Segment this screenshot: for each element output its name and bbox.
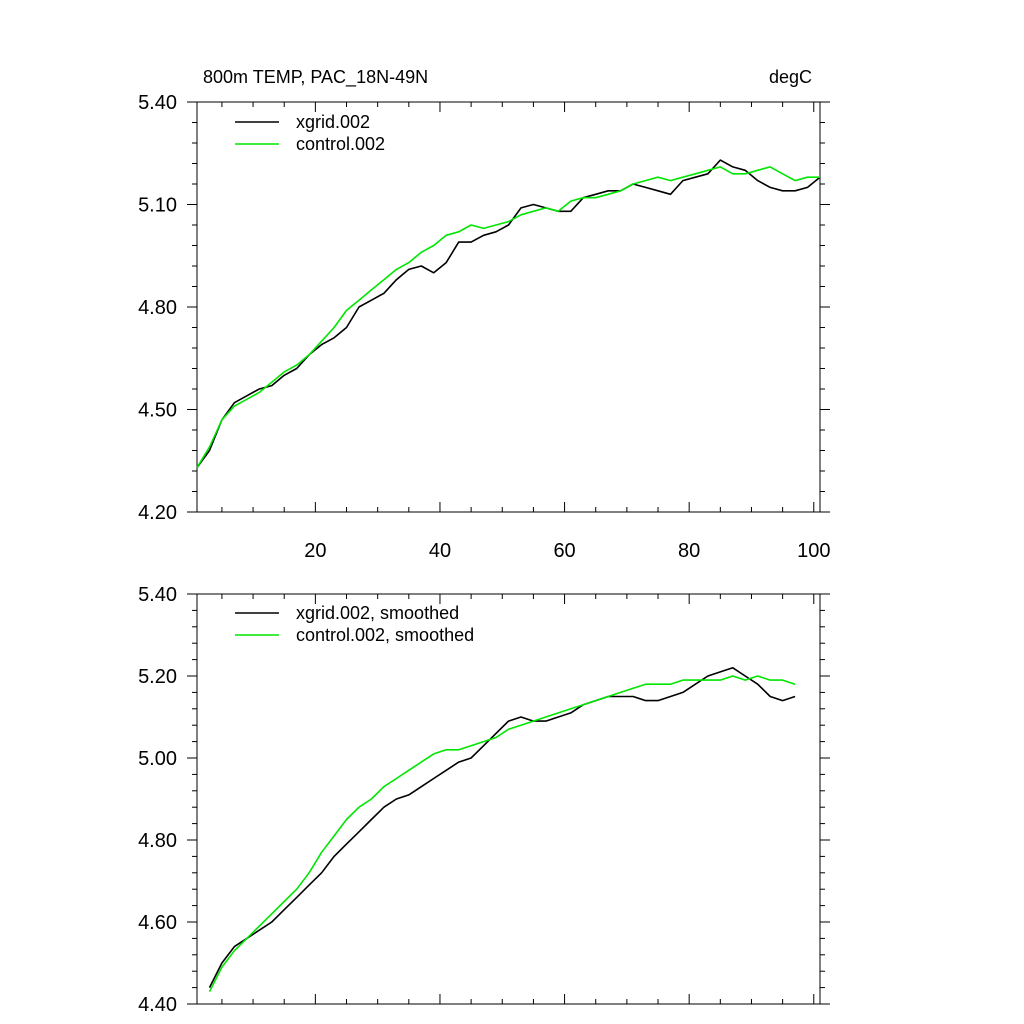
bottom-ytick-label: 5.00 bbox=[138, 748, 177, 770]
top-xtick-label: 80 bbox=[678, 540, 700, 562]
top-chart-units: degC bbox=[769, 67, 812, 87]
top-xtick-label: 60 bbox=[553, 540, 575, 562]
top-ytick-label: 4.80 bbox=[138, 297, 177, 319]
top-ytick-label: 4.20 bbox=[138, 502, 177, 524]
bottom-plot-frame bbox=[196, 593, 821, 1005]
bottom-ytick-label: 5.20 bbox=[138, 666, 177, 688]
top-series-line-control bbox=[196, 166, 820, 469]
top-legend-label: control.002 bbox=[296, 134, 385, 154]
bottom-ytick-label: 4.60 bbox=[138, 912, 177, 934]
bottom-ytick-label: 5.40 bbox=[138, 584, 177, 606]
top-xtick-label: 20 bbox=[304, 540, 326, 562]
top-chart-title: 800m TEMP, PAC_18N-49N bbox=[203, 67, 428, 88]
bottom-ytick-label: 4.40 bbox=[138, 994, 177, 1016]
top-ytick-label: 5.10 bbox=[138, 195, 177, 217]
bottom-ytick-label: 4.80 bbox=[138, 830, 177, 852]
bottom-legend-label: control.002, smoothed bbox=[296, 625, 474, 645]
top-xtick-label: 100 bbox=[797, 540, 830, 562]
bottom-legend-label: xgrid.002, smoothed bbox=[296, 603, 459, 623]
top-chart-panel: 4.20 4.50 4.80 5.10 5.40 20 40 60 80 100 xgrid.002… bbox=[138, 92, 830, 562]
bottom-chart-panel: 4.40 4.60 4.80 5.00 5.20 5.40 xgrid.002, smoot… bbox=[138, 584, 830, 1016]
top-ytick-label: 5.40 bbox=[138, 92, 177, 114]
bottom-series-line-xgrid bbox=[208, 666, 796, 988]
top-xtick-label: 40 bbox=[429, 540, 451, 562]
top-legend-label: xgrid.002 bbox=[296, 112, 370, 132]
bottom-series-line-control bbox=[208, 675, 796, 993]
top-series-line-xgrid bbox=[196, 159, 821, 469]
top-ytick-label: 4.50 bbox=[138, 400, 177, 422]
